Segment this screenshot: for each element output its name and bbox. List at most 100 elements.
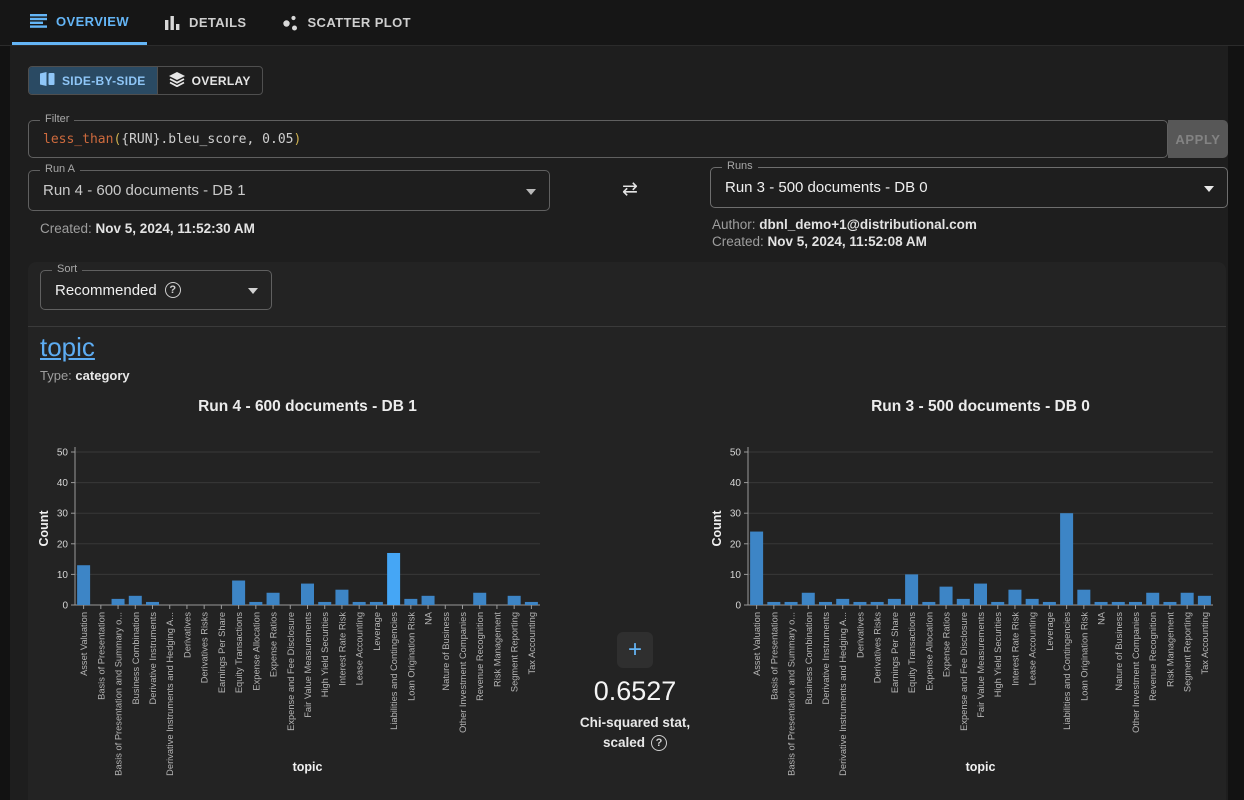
tab-overview[interactable]: OVERVIEW (12, 0, 147, 45)
svg-text:Other Investment Companies: Other Investment Companies (1131, 612, 1141, 733)
svg-text:Other Investment Companies: Other Investment Companies (458, 612, 468, 733)
run-a-meta: Created: Nov 5, 2024, 11:52:30 AM (40, 220, 255, 237)
chart-bar[interactable] (473, 593, 486, 605)
chart-bar[interactable] (129, 596, 142, 605)
run-b-select[interactable]: Runs Run 3 - 500 documents - DB 0 (710, 167, 1228, 208)
overlay-label: OVERLAY (192, 74, 251, 88)
chart-bar[interactable] (112, 599, 125, 605)
apply-button[interactable]: APPLY (1168, 120, 1228, 158)
svg-text:20: 20 (730, 539, 742, 550)
svg-text:Expense and Fee Disclosure: Expense and Fee Disclosure (286, 612, 296, 731)
chart-bar[interactable] (1146, 593, 1159, 605)
tab-details[interactable]: DETAILS (147, 0, 264, 45)
chart-bar[interactable] (1026, 599, 1039, 605)
chart-bar[interactable] (905, 574, 918, 605)
chart-bar[interactable] (1043, 602, 1056, 605)
bar-chart-run-a: 01020304050Asset ValuationBasis of Prese… (35, 444, 545, 784)
chart-bar[interactable] (922, 602, 935, 605)
chart-bar[interactable] (335, 590, 348, 605)
svg-text:Count: Count (710, 510, 724, 547)
chart-bar[interactable] (1112, 602, 1125, 605)
chart-bar[interactable] (387, 553, 400, 605)
chart-title-run-a: Run 4 - 600 documents - DB 1 (75, 398, 540, 416)
chart-bar[interactable] (1163, 602, 1176, 605)
chart-bar[interactable] (1077, 590, 1090, 605)
chart-bar[interactable] (404, 599, 417, 605)
chart-bar[interactable] (422, 596, 435, 605)
side-by-side-button[interactable]: SIDE-BY-SIDE (29, 67, 157, 94)
chi-squared-value: 0.6527 (555, 676, 715, 707)
svg-text:High Yield Securities: High Yield Securities (993, 612, 1003, 698)
sort-select[interactable]: Sort Recommended ? (40, 270, 272, 310)
svg-text:Expense Ratios: Expense Ratios (269, 612, 279, 677)
chart-bar[interactable] (301, 584, 314, 605)
svg-text:Interest Rate Risk: Interest Rate Risk (337, 612, 347, 686)
svg-text:Derivatives Risks: Derivatives Risks (873, 612, 883, 684)
svg-text:20: 20 (57, 539, 69, 550)
svg-text:Segment Reporting: Segment Reporting (510, 612, 520, 692)
sort-value: Recommended (55, 282, 157, 299)
svg-text:Segment Reporting: Segment Reporting (1183, 612, 1193, 692)
chart-bar[interactable] (767, 602, 780, 605)
comparison-card: Sort Recommended ? topic Type: category … (28, 262, 1226, 800)
chart-bar[interactable] (888, 599, 901, 605)
chart-bar[interactable] (853, 602, 866, 605)
stat-column: + 0.6527 Chi-squared stat, scaled? (555, 632, 715, 753)
chart-bar[interactable] (991, 602, 1004, 605)
help-icon[interactable]: ? (651, 735, 667, 751)
chart-bar[interactable] (353, 602, 366, 605)
chart-bar[interactable] (508, 596, 521, 605)
chart-bar[interactable] (318, 602, 331, 605)
chevron-down-icon (1204, 186, 1214, 192)
add-metric-button[interactable]: + (617, 632, 653, 668)
chart-bar[interactable] (957, 599, 970, 605)
svg-text:Interest Rate Risk: Interest Rate Risk (1010, 612, 1020, 686)
chart-bar[interactable] (232, 581, 245, 605)
chart-bar[interactable] (1181, 593, 1194, 605)
chart-bar[interactable] (1060, 513, 1073, 605)
metric-topic-link[interactable]: topic (40, 332, 95, 363)
svg-text:Expense Allocation: Expense Allocation (251, 612, 261, 691)
chart-bar[interactable] (249, 602, 262, 605)
overlay-button[interactable]: OVERLAY (157, 67, 262, 94)
chart-bar[interactable] (1095, 602, 1108, 605)
svg-text:Expense and Fee Disclosure: Expense and Fee Disclosure (959, 612, 969, 731)
svg-text:40: 40 (730, 478, 742, 489)
svg-text:Lease Accounting: Lease Accounting (355, 612, 365, 685)
chart-bar[interactable] (836, 599, 849, 605)
chart-bar[interactable] (267, 593, 280, 605)
run-b-created: Nov 5, 2024, 11:52:08 AM (768, 234, 927, 249)
svg-text:Derivative Instruments and Hed: Derivative Instruments and Hedging A... (838, 612, 848, 776)
filter-input[interactable]: Filter less_than({RUN}.bleu_score, 0.05) (28, 120, 1168, 158)
svg-text:Loan Origination Risk: Loan Origination Risk (1079, 612, 1089, 701)
chart-bar[interactable] (1129, 602, 1142, 605)
chart-bar[interactable] (819, 602, 832, 605)
chart-bar[interactable] (525, 602, 538, 605)
swap-runs-button[interactable]: ⇄ (615, 175, 645, 203)
chart-bar[interactable] (750, 532, 763, 605)
bar-chart-run-b: 01020304050Asset ValuationBasis of Prese… (708, 444, 1218, 784)
chart-bar[interactable] (370, 602, 383, 605)
svg-text:Revenue Recognition: Revenue Recognition (1148, 612, 1158, 701)
tab-scatter-plot[interactable]: SCATTER PLOT (264, 0, 429, 45)
chart-bar[interactable] (1198, 596, 1211, 605)
svg-text:Derivatives Risks: Derivatives Risks (200, 612, 210, 684)
chart-bar[interactable] (146, 602, 159, 605)
chart-bar[interactable] (785, 602, 798, 605)
chart-bar[interactable] (802, 593, 815, 605)
chart-bar[interactable] (1008, 590, 1021, 605)
chart-bar[interactable] (77, 565, 90, 605)
svg-text:Fair Value Measurements: Fair Value Measurements (976, 612, 986, 718)
svg-text:Lease Accounting: Lease Accounting (1028, 612, 1038, 685)
svg-text:Derivative Instruments and Hed: Derivative Instruments and Hedging A... (165, 612, 175, 776)
chart-bar[interactable] (871, 602, 884, 605)
chart-bar[interactable] (940, 587, 953, 605)
svg-text:Nature of Business: Nature of Business (1114, 612, 1124, 691)
chart-bar[interactable] (974, 584, 987, 605)
run-a-select[interactable]: Run A Run 4 - 600 documents - DB 1 (28, 170, 550, 211)
help-icon[interactable]: ? (165, 282, 181, 298)
svg-text:Leverage: Leverage (372, 612, 382, 651)
svg-text:Derivative Instruments: Derivative Instruments (821, 612, 831, 705)
bar-chart-icon (165, 16, 180, 30)
svg-text:Risk Management: Risk Management (492, 612, 502, 687)
